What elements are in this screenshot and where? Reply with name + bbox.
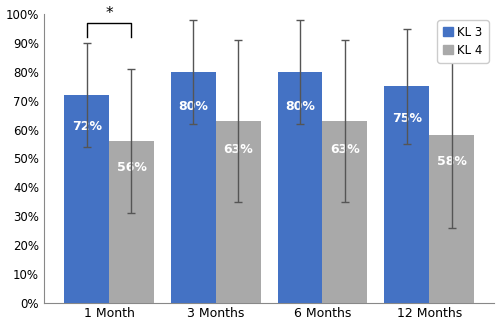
Text: *: * — [106, 7, 113, 22]
Bar — [64, 95, 109, 303]
Bar — [384, 86, 429, 303]
Text: 75%: 75% — [392, 112, 422, 125]
Text: 72%: 72% — [72, 120, 102, 133]
Text: 80%: 80% — [178, 100, 208, 112]
Bar — [216, 121, 260, 303]
Bar — [429, 135, 474, 303]
Legend: KL 3, KL 4: KL 3, KL 4 — [437, 20, 488, 63]
Bar — [171, 72, 216, 303]
Bar — [322, 121, 368, 303]
Text: 56%: 56% — [116, 160, 146, 173]
Text: 80%: 80% — [285, 100, 315, 112]
Text: 63%: 63% — [330, 143, 360, 156]
Text: 63%: 63% — [224, 143, 253, 156]
Bar — [278, 72, 322, 303]
Text: 58%: 58% — [436, 156, 466, 169]
Bar — [109, 141, 154, 303]
